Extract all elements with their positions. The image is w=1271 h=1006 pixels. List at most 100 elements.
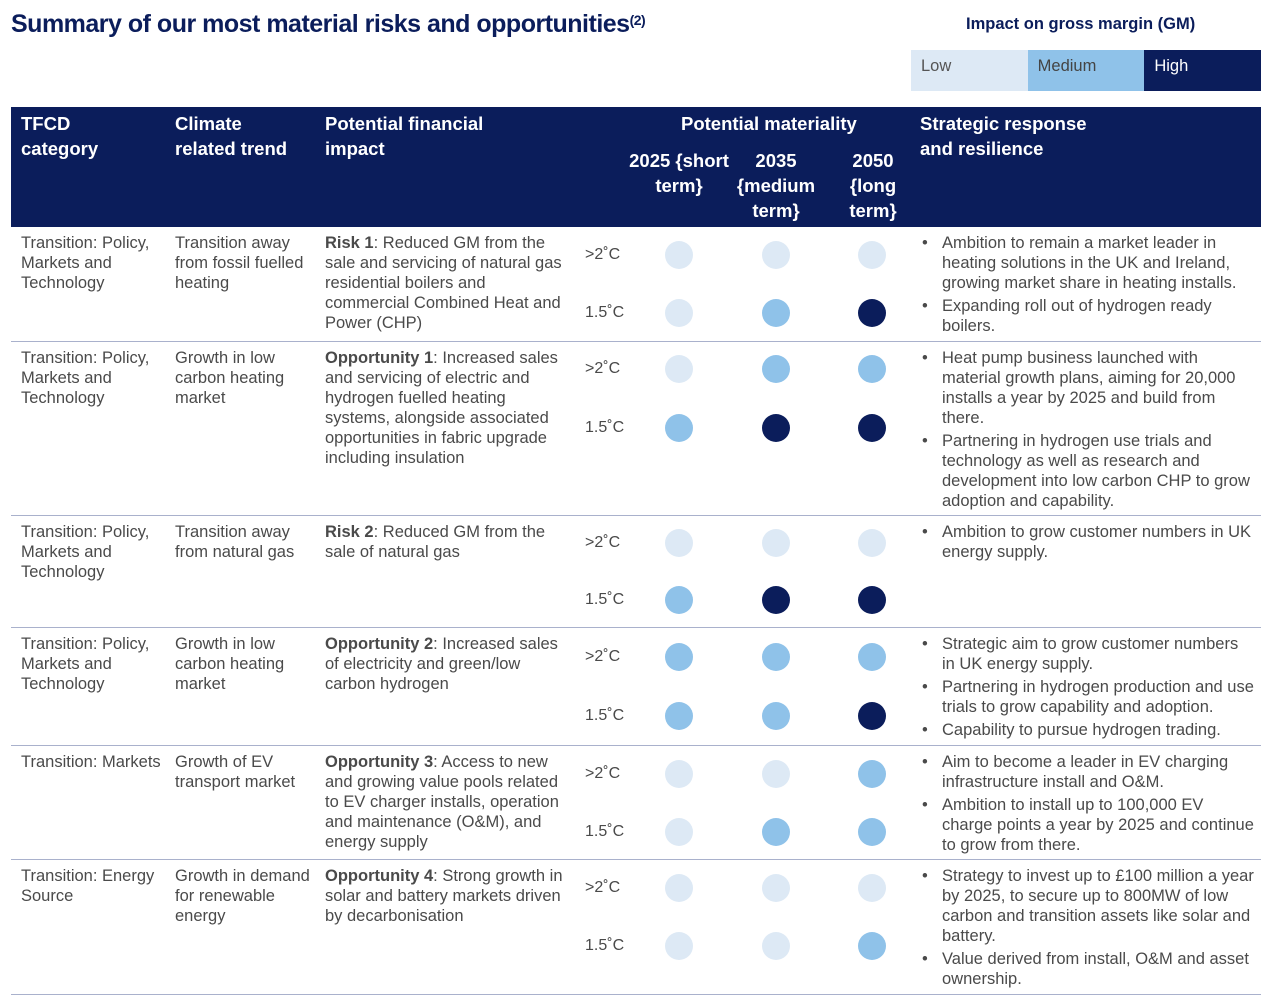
materiality-dot-low bbox=[762, 241, 790, 269]
scenario-label: >2˚C bbox=[585, 648, 621, 665]
header-impact: Potential financial impact bbox=[325, 113, 484, 159]
legend-high: High bbox=[1144, 50, 1262, 91]
materiality-dot-high bbox=[762, 414, 790, 442]
page-title: Summary of our most material risks and o… bbox=[11, 10, 646, 38]
table-row: Transition: Energy Source Growth in deman… bbox=[11, 860, 1261, 995]
strategy-item: Ambition to install up to 100,000 EV cha… bbox=[920, 795, 1255, 855]
materiality-dot-medium bbox=[665, 414, 693, 442]
impact-text: : Increased sales and servicing of elect… bbox=[325, 349, 558, 467]
materiality-dot-low bbox=[762, 932, 790, 960]
table-row: Transition: Markets Growth of EV transpor… bbox=[11, 746, 1261, 860]
impact-text: : Strong growth in solar and battery mar… bbox=[325, 867, 563, 925]
header-category: TFCD category bbox=[21, 113, 99, 159]
strategy-item: Aim to become a leader in EV charging in… bbox=[920, 752, 1255, 792]
materiality-dot-high bbox=[858, 414, 886, 442]
climate-trend: Growth in low carbon heating market bbox=[175, 635, 285, 693]
scenario-label: 1.5˚C bbox=[585, 304, 625, 321]
materiality-dot-medium bbox=[858, 932, 886, 960]
climate-trend: Growth in low carbon heating market bbox=[175, 349, 285, 407]
table-row: Transition: Policy, Markets and Technolo… bbox=[11, 227, 1261, 342]
materiality-dot-medium bbox=[665, 586, 693, 614]
scenario-label: >2˚C bbox=[585, 534, 621, 551]
materiality-dot-low bbox=[665, 299, 693, 327]
header-trend: Climate related trend bbox=[175, 113, 288, 159]
materiality-dot-low bbox=[858, 241, 886, 269]
materiality-dot-medium bbox=[858, 355, 886, 383]
scenario-label: >2˚C bbox=[585, 879, 621, 896]
materiality-dot-low bbox=[665, 355, 693, 383]
materiality-dot-low bbox=[665, 529, 693, 557]
materiality-dot-low bbox=[762, 529, 790, 557]
table-header: TFCD category Climate related trend Pote… bbox=[11, 107, 1261, 227]
impact-label: Opportunity 2 bbox=[325, 635, 434, 653]
scenario-label: >2˚C bbox=[585, 246, 621, 263]
header-year-2035: 2035 {medium term} bbox=[736, 150, 816, 221]
climate-trend: Transition away from fossil fuelled heat… bbox=[175, 234, 304, 292]
materiality-dot-medium bbox=[762, 355, 790, 383]
materiality-dot-medium bbox=[858, 818, 886, 846]
strategy-item: Partnering in hydrogen use trials and te… bbox=[920, 431, 1255, 511]
materiality-dot-medium bbox=[762, 702, 790, 730]
strategy-list: Strategic aim to grow customer numbers i… bbox=[920, 634, 1255, 743]
materiality-dot-low bbox=[665, 932, 693, 960]
strategy-item: Strategy to invest up to £100 million a … bbox=[920, 866, 1255, 946]
strategy-item: Heat pump business launched with materia… bbox=[920, 348, 1255, 428]
impact-label: Risk 1 bbox=[325, 234, 374, 252]
strategy-item: Ambition to remain a market leader in he… bbox=[920, 233, 1255, 293]
materiality-dot-high bbox=[858, 702, 886, 730]
materiality-dot-high bbox=[762, 586, 790, 614]
materiality-dot-low bbox=[858, 529, 886, 557]
impact-label: Opportunity 4 bbox=[325, 867, 434, 885]
tfcd-category: Transition: Markets bbox=[21, 753, 161, 771]
materiality-dot-high bbox=[858, 586, 886, 614]
materiality-dot-low bbox=[762, 760, 790, 788]
legend-title: Impact on gross margin (GM) bbox=[966, 15, 1196, 33]
impact-text: : Reduced GM from the sale and servicing… bbox=[325, 234, 562, 332]
scenario-label: >2˚C bbox=[585, 360, 621, 377]
materiality-dot-medium bbox=[858, 643, 886, 671]
legend-low: Low bbox=[911, 50, 1028, 91]
materiality-dot-medium bbox=[665, 702, 693, 730]
climate-trend: Transition away from natural gas bbox=[175, 523, 295, 561]
table-body: Transition: Policy, Markets and Technolo… bbox=[11, 227, 1261, 995]
materiality-dot-medium bbox=[665, 643, 693, 671]
impact-label: Opportunity 1 bbox=[325, 349, 434, 367]
strategy-item: Expanding roll out of hydrogen ready boi… bbox=[920, 296, 1255, 336]
materiality-dot-low bbox=[665, 760, 693, 788]
strategy-item: Value derived from install, O&M and asse… bbox=[920, 949, 1255, 989]
impact-label: Risk 2 bbox=[325, 523, 374, 541]
materiality-dot-medium bbox=[858, 760, 886, 788]
strategy-item: Strategic aim to grow customer numbers i… bbox=[920, 634, 1255, 674]
materiality-dot-medium bbox=[762, 643, 790, 671]
financial-impact: Opportunity 2: Increased sales of electr… bbox=[325, 634, 570, 694]
climate-trend: Growth in demand for renewable energy bbox=[175, 867, 310, 925]
materiality-dot-medium bbox=[762, 299, 790, 327]
scenario-label: 1.5˚C bbox=[585, 591, 625, 608]
materiality-dot-low bbox=[665, 241, 693, 269]
climate-trend: Growth of EV transport market bbox=[175, 753, 296, 791]
scenario-label: 1.5˚C bbox=[585, 937, 625, 954]
materiality-dot-low bbox=[665, 874, 693, 902]
tfcd-category: Transition: Energy Source bbox=[21, 867, 155, 905]
tfcd-category: Transition: Policy, Markets and Technolo… bbox=[21, 523, 150, 581]
table-row: Transition: Policy, Markets and Technolo… bbox=[11, 516, 1261, 628]
materiality-dot-low bbox=[665, 818, 693, 846]
strategy-item: Ambition to grow customer numbers in UK … bbox=[920, 522, 1255, 562]
materiality-dot-low bbox=[762, 874, 790, 902]
strategy-list: Ambition to remain a market leader in he… bbox=[920, 233, 1255, 339]
tfcd-category: Transition: Policy, Markets and Technolo… bbox=[21, 234, 150, 292]
header-year-2025: 2025 {short term} bbox=[629, 150, 729, 196]
impact-text: : Reduced GM from the sale of natural ga… bbox=[325, 523, 546, 561]
financial-impact: Risk 2: Reduced GM from the sale of natu… bbox=[325, 522, 570, 562]
footnote-ref: (2) bbox=[629, 12, 646, 28]
impact-text: : Access to new and growing value pools … bbox=[325, 753, 559, 851]
header-strategy: Strategic response and resilience bbox=[920, 113, 1087, 159]
scenario-label: 1.5˚C bbox=[585, 823, 625, 840]
materiality-dot-medium bbox=[762, 818, 790, 846]
legend: Low Medium High bbox=[911, 50, 1262, 91]
financial-impact: Opportunity 1: Increased sales and servi… bbox=[325, 348, 570, 468]
materiality-dot-high bbox=[858, 299, 886, 327]
impact-text: : Increased sales of electricity and gre… bbox=[325, 635, 558, 693]
strategy-list: Heat pump business launched with materia… bbox=[920, 348, 1255, 514]
impact-label: Opportunity 3 bbox=[325, 753, 434, 771]
